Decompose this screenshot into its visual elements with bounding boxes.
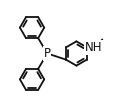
Text: P: P: [44, 47, 51, 60]
Text: NH: NH: [85, 41, 103, 54]
